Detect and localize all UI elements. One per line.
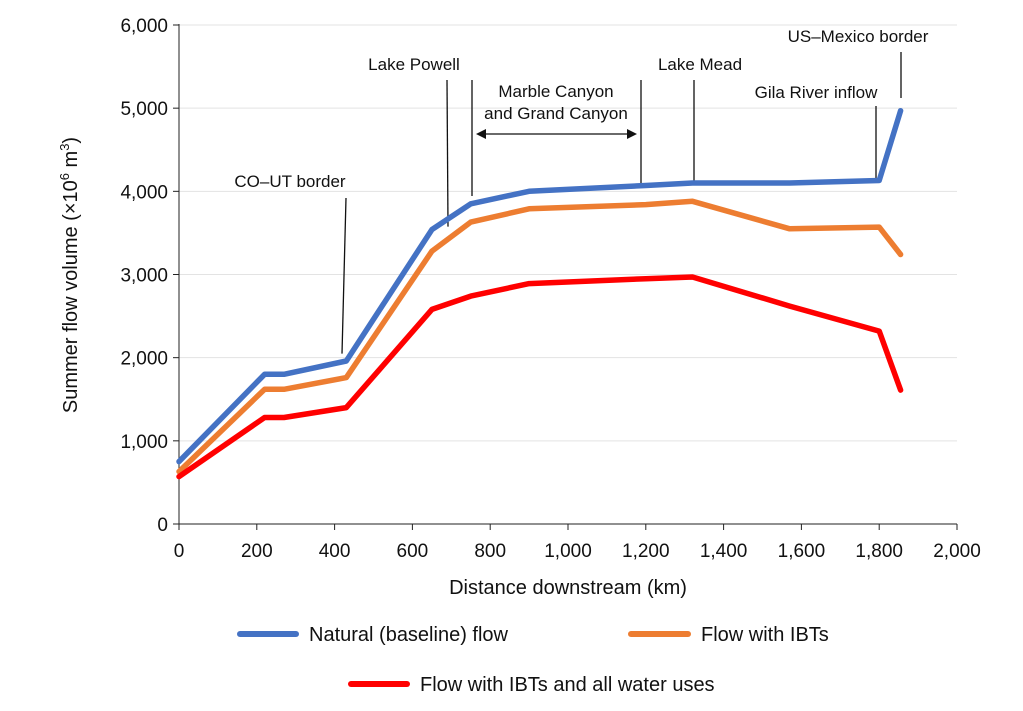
annotation-arrowhead xyxy=(476,129,486,139)
annotation-leader xyxy=(446,79,449,227)
series-line-3 xyxy=(176,274,904,480)
annotation-leader xyxy=(341,197,347,354)
annotation-label: Marble Canyon xyxy=(498,82,613,101)
annotation-label: Lake Mead xyxy=(658,55,742,74)
series-line-2 xyxy=(176,198,904,475)
x-tick-label: 600 xyxy=(397,541,429,562)
legend: Natural (baseline) flow Flow with IBTs Flo… xyxy=(237,624,829,696)
y-tick-labels: 0 1,000 2,000 3,000 4,000 5,000 6,000 xyxy=(120,16,168,536)
y-tick-label: 6,000 xyxy=(120,16,168,37)
x-tick-label: 1,000 xyxy=(544,541,592,562)
axes xyxy=(173,24,958,530)
y-tick-label: 0 xyxy=(157,515,168,536)
y-tick-label: 4,000 xyxy=(120,182,168,203)
grid-lines xyxy=(179,24,957,442)
x-tick-label: 400 xyxy=(319,541,351,562)
series-line-1 xyxy=(176,107,904,465)
annotation-arrowhead xyxy=(627,129,637,139)
y-axis-title: Summer flow volume (×106 m3) xyxy=(57,137,82,413)
x-tick-label: 2,000 xyxy=(933,541,981,562)
annotation-label: and Grand Canyon xyxy=(484,104,628,123)
annotation-label: Gila River inflow xyxy=(755,83,879,102)
y-tick-label: 5,000 xyxy=(120,99,168,120)
y-tick-label: 1,000 xyxy=(120,432,168,453)
x-tick-label: 200 xyxy=(241,541,273,562)
annotation-label: Lake Powell xyxy=(368,55,460,74)
legend-label: Natural (baseline) flow xyxy=(309,624,509,646)
annotations: CO–UT border Lake Powell Marble Canyon and … xyxy=(234,27,929,354)
legend-label: Flow with IBTs xyxy=(701,624,829,646)
x-tick-label: 1,400 xyxy=(700,541,748,562)
annotation-label: CO–UT border xyxy=(234,172,346,191)
series-lines xyxy=(176,107,904,480)
x-axis-title: Distance downstream (km) xyxy=(449,577,687,599)
x-tick-label: 1,200 xyxy=(622,541,670,562)
x-tick-label: 1,600 xyxy=(778,541,826,562)
x-tick-label: 1,800 xyxy=(855,541,903,562)
x-tick-labels: 0 200 400 600 800 1,000 1,200 1,400 1,600 1,800 2,… xyxy=(174,541,981,562)
legend-label: Flow with IBTs and all water uses xyxy=(420,674,715,696)
y-tick-label: 2,000 xyxy=(120,349,168,370)
annotation-label: US–Mexico border xyxy=(788,27,929,46)
y-tick-label: 3,000 xyxy=(120,266,168,287)
x-tick-label: 0 xyxy=(174,541,185,562)
x-tick-label: 800 xyxy=(474,541,506,562)
